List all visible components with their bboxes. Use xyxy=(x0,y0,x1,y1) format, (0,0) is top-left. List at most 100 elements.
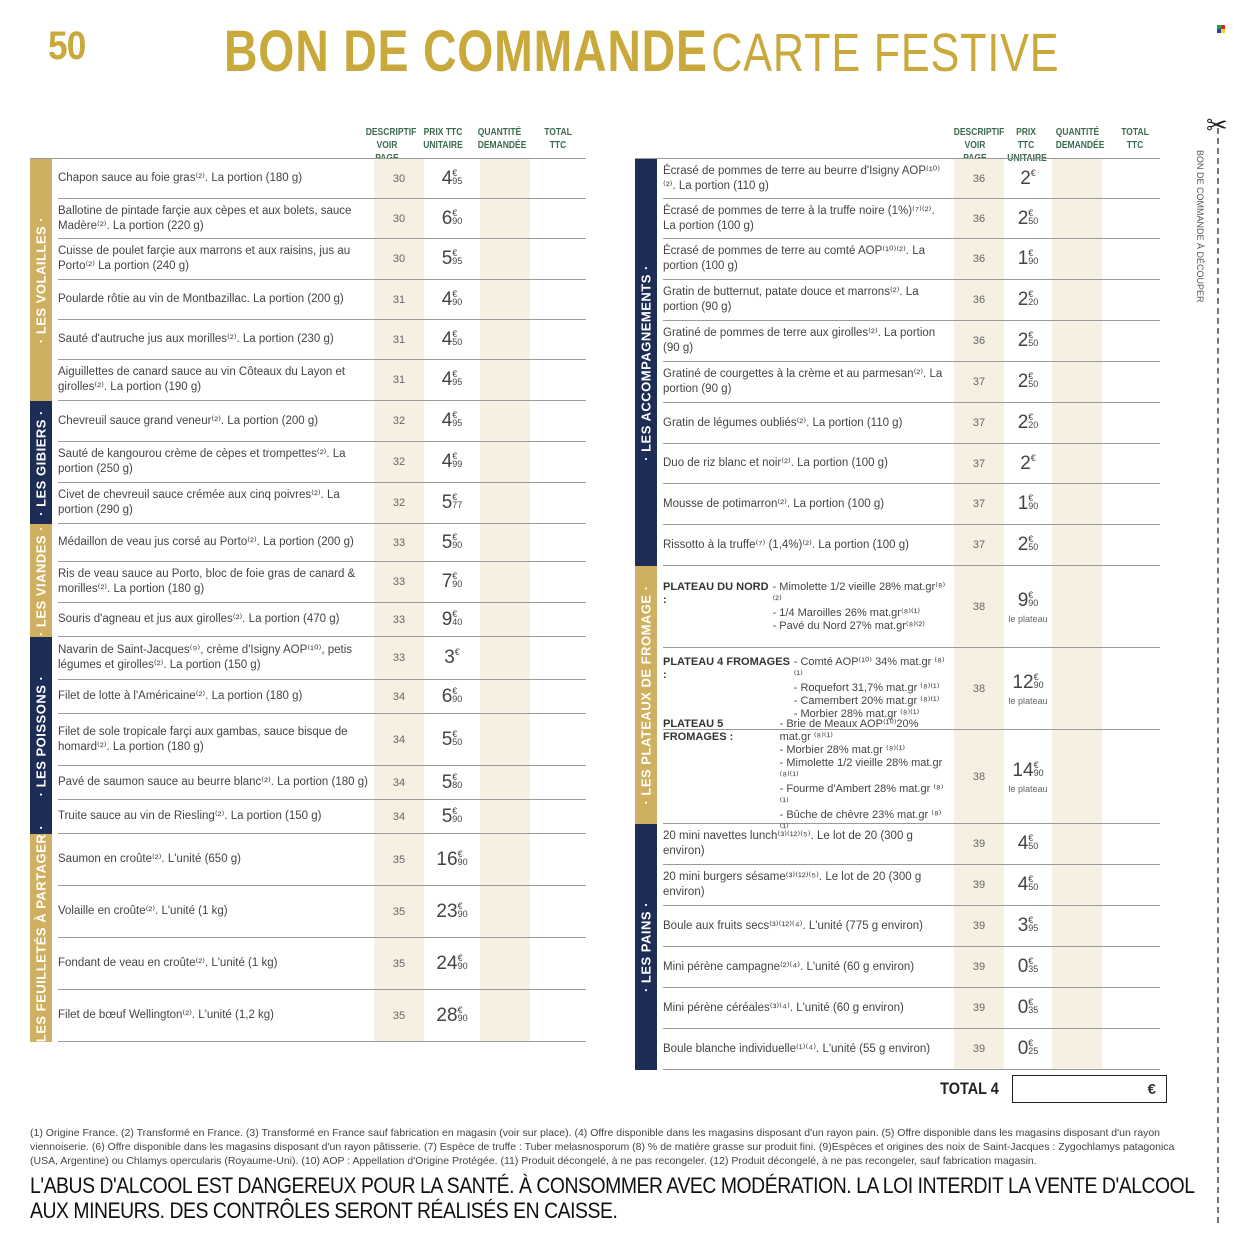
price-int: 23 xyxy=(436,900,458,922)
quantity-input[interactable] xyxy=(480,637,530,679)
unit-price: 2 €20 xyxy=(1004,403,1052,443)
unit-price: 4 €50 xyxy=(424,320,480,359)
unit-price: 6 €90 xyxy=(424,680,480,713)
section: · LES POISSONS · Navarin de Saint-Jacques… xyxy=(30,637,586,834)
price-int: 4 xyxy=(441,451,453,472)
section-band: · LES VIANDES · xyxy=(30,524,52,637)
plateau-line: - Bûche de chèvre 23% mat.gr ⁽⁸⁾⁽¹⁾ xyxy=(779,809,942,834)
total-cell xyxy=(530,483,586,523)
price-int: 1 xyxy=(1017,248,1029,269)
unit-price: 4 €99 xyxy=(424,442,480,482)
quantity-input[interactable] xyxy=(480,199,530,238)
quantity-input[interactable] xyxy=(480,714,530,765)
quantity-input[interactable] xyxy=(480,603,530,636)
quantity-input[interactable] xyxy=(1052,403,1102,443)
quantity-input[interactable] xyxy=(1052,648,1102,729)
section-label: · LES PLATEAUX DE FROMAGE · xyxy=(638,585,654,805)
quantity-input[interactable] xyxy=(480,442,530,482)
quantity-input[interactable] xyxy=(480,938,530,989)
total-input[interactable]: € xyxy=(1011,1075,1167,1103)
quantity-input[interactable] xyxy=(1052,159,1102,198)
header-total: TOTAL TTC xyxy=(1121,127,1149,151)
price-cents: €90 xyxy=(458,901,468,918)
quantity-input[interactable] xyxy=(1052,484,1102,524)
quantity-input[interactable] xyxy=(1052,280,1102,320)
quantity-input[interactable] xyxy=(480,800,530,833)
quantity-input[interactable] xyxy=(480,401,530,441)
descriptif-page: 38 xyxy=(954,730,1004,823)
quantity-input[interactable] xyxy=(1052,199,1102,238)
cents: 90 xyxy=(452,215,463,226)
price-value: 5 €95 xyxy=(442,248,463,270)
euro-sign: € xyxy=(1028,534,1034,544)
price-cents: €99 xyxy=(452,452,462,469)
descriptif-page: 36 xyxy=(954,159,1004,198)
page-title: BON DE COMMANDE CARTE FESTIVE xyxy=(224,18,1059,85)
quantity-input[interactable] xyxy=(1052,1029,1102,1069)
price-value: 6 €90 xyxy=(442,208,463,230)
quantity-input[interactable] xyxy=(1052,730,1102,823)
quantity-input[interactable] xyxy=(480,886,530,937)
quantity-input[interactable] xyxy=(1052,566,1102,647)
quantity-input[interactable] xyxy=(1052,444,1102,483)
quantity-input[interactable] xyxy=(1052,906,1102,946)
price-int: 2 xyxy=(1020,167,1031,189)
quantity-input[interactable] xyxy=(480,360,530,400)
total-cell xyxy=(1102,947,1160,987)
descriptif-page: 39 xyxy=(954,988,1004,1028)
euro-sign: € xyxy=(1028,493,1034,503)
table-row: Mousse de potimarron⁽²⁾. La portion (100… xyxy=(663,484,1160,525)
quantity-input[interactable] xyxy=(1052,362,1102,402)
section-band: · LES VOLAILLES · xyxy=(30,159,52,401)
table-row: Saumon en croûte⁽²⁾. L'unité (650 g) 35 16… xyxy=(58,834,586,886)
unit-price: 0 €35 xyxy=(1004,988,1052,1028)
quantity-input[interactable] xyxy=(1052,321,1102,361)
price-value: 5 €77 xyxy=(442,492,463,514)
item-description: Souris d'agneau et jus aux girolles⁽²⁾. … xyxy=(58,613,340,625)
cents: 90 xyxy=(457,960,468,971)
quantity-input[interactable] xyxy=(1052,865,1102,905)
price-int: 28 xyxy=(436,1004,458,1026)
quantity-input[interactable] xyxy=(480,766,530,799)
descriptif-page: 31 xyxy=(374,320,424,359)
cents: 90 xyxy=(452,579,463,589)
euro-sign: € xyxy=(452,288,458,299)
quantity-input[interactable] xyxy=(480,680,530,713)
quantity-input[interactable] xyxy=(1052,239,1102,279)
quantity-input[interactable] xyxy=(480,562,530,602)
quantity-input[interactable] xyxy=(480,524,530,561)
euro-sign: € xyxy=(452,410,458,420)
price-cents: € xyxy=(455,648,460,657)
quantity-input[interactable] xyxy=(480,483,530,523)
quantity-input[interactable] xyxy=(480,320,530,359)
price-int: 5 xyxy=(441,492,453,513)
total-cell xyxy=(1102,824,1160,864)
quantity-input[interactable] xyxy=(1052,824,1102,864)
descriptif-page: 31 xyxy=(374,280,424,319)
quantity-input[interactable] xyxy=(1052,988,1102,1028)
quantity-input[interactable] xyxy=(480,990,530,1041)
quantity-input[interactable] xyxy=(480,280,530,319)
descriptif-page: 32 xyxy=(374,483,424,523)
price-cents: €90 xyxy=(452,208,463,226)
price-value: 28 €90 xyxy=(436,1005,467,1027)
total-cell xyxy=(1102,566,1160,647)
euro-sign: € xyxy=(1033,759,1039,770)
cut-label: BON DE COMMANDE À DÉCOUPER xyxy=(1195,150,1205,303)
descriptif-page: 33 xyxy=(374,524,424,561)
descriptif-page: 35 xyxy=(374,990,424,1041)
total-cell xyxy=(1102,362,1160,402)
price-int: 5 xyxy=(441,771,453,793)
unit-price: 4 €95 xyxy=(424,401,480,441)
total-cell xyxy=(1102,321,1160,361)
quantity-input[interactable] xyxy=(1052,525,1102,565)
quantity-input[interactable] xyxy=(480,239,530,279)
descriptif-page: 36 xyxy=(954,199,1004,238)
section: · LES ACCOMPAGNEMENTS · Écrasé de pommes … xyxy=(635,159,1160,566)
quantity-input[interactable] xyxy=(480,159,530,198)
descriptif-page: 36 xyxy=(954,280,1004,320)
price-int: 1 xyxy=(1017,493,1029,514)
quantity-input[interactable] xyxy=(1052,947,1102,987)
quantity-input[interactable] xyxy=(480,834,530,885)
